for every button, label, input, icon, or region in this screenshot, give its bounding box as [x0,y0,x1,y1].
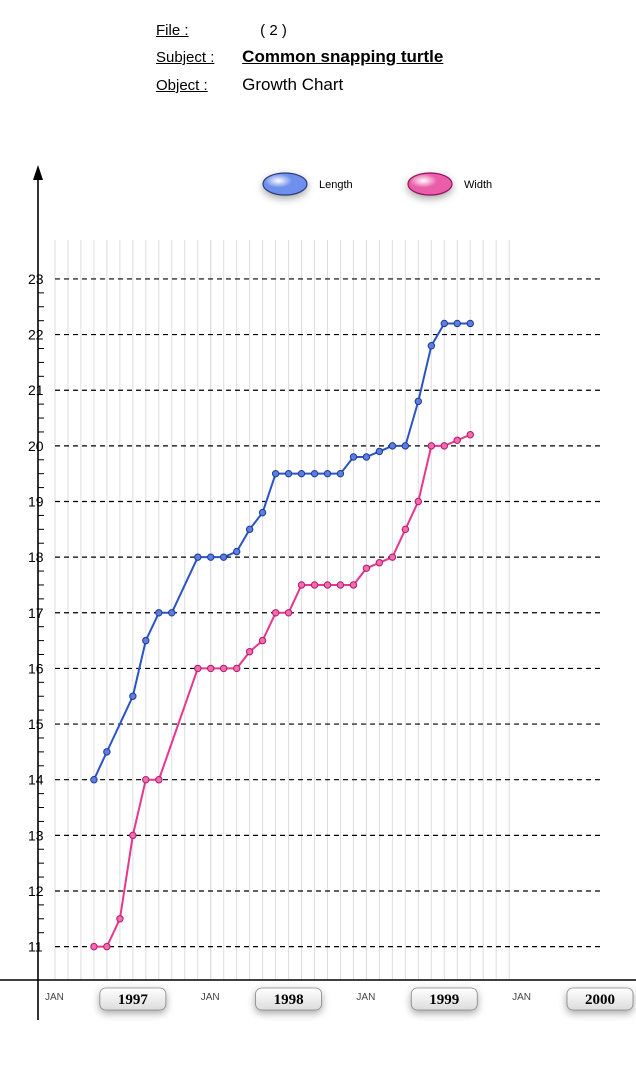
series-point-length [441,320,447,326]
series-point-length [298,470,304,476]
series-point-length [208,554,214,560]
series-point-width [376,560,382,566]
series-point-length [324,470,330,476]
series-point-length [169,610,175,616]
y-tick-label: 20 [28,438,44,454]
y-tick-label: 19 [28,494,44,510]
series-point-width [454,437,460,443]
series-point-width [234,665,240,671]
year-label: 1998 [256,988,322,1010]
series-line-width [94,435,470,947]
svg-text:2000: 2000 [585,992,615,1008]
series-point-length [259,509,265,515]
jan-label: JAN [201,992,220,1003]
svg-text:1997: 1997 [118,992,149,1008]
series-point-length [246,526,252,532]
legend-width-label: Width [464,179,492,191]
series-point-width [143,776,149,782]
y-tick-label: 12 [28,883,44,899]
y-tick-label: 17 [28,605,44,621]
series-point-width [104,943,110,949]
series-point-width [389,554,395,560]
jan-label: JAN [512,992,531,1003]
series-point-width [428,443,434,449]
y-tick-label: 18 [28,549,44,565]
subject-value: Common snapping turtle [242,47,443,66]
series-point-width [298,582,304,588]
series-point-length [195,554,201,560]
svg-text:1998: 1998 [274,992,304,1008]
series-point-length [467,320,473,326]
y-tick-label: 11 [28,939,43,955]
growth-chart: 11 12 13 14 15 16 17 18 19 20 21 22 23 JAN JAN JAN JAN 19… [0,150,636,1070]
subject-label: Subject : [156,49,238,66]
series-point-width [272,610,278,616]
series-point-length [363,454,369,460]
legend-width-icon [408,173,452,195]
series-point-width [415,498,421,504]
year-label: 2000 [567,988,633,1010]
series-point-width [324,582,330,588]
series-point-width [467,432,473,438]
series-point-length [337,470,343,476]
series-point-length [402,443,408,449]
jan-label: JAN [356,992,375,1003]
series-point-width [402,526,408,532]
y-tick-label: 23 [28,271,44,287]
series-point-length [350,454,356,460]
y-tick-label: 15 [28,716,44,732]
series-point-width [156,776,162,782]
series-point-length [389,443,395,449]
y-tick-label: 22 [28,327,44,343]
series-point-width [363,565,369,571]
series-point-length [272,470,278,476]
svg-text:1999: 1999 [429,992,459,1008]
series-point-length [285,470,291,476]
series-point-width [91,943,97,949]
object-value: Growth Chart [242,75,343,94]
year-label: 1997 [100,988,166,1010]
file-value: ( 2 ) [260,22,287,39]
year-label: 1999 [411,988,477,1010]
series-point-width [117,916,123,922]
file-label: File : [156,22,238,39]
series-point-width [195,665,201,671]
series-point-length [104,749,110,755]
series-point-length [91,776,97,782]
series-point-width [130,832,136,838]
series-point-length [311,470,317,476]
y-tick-label: 13 [28,827,44,843]
legend-length-icon [263,173,307,195]
series-point-width [259,637,265,643]
series-point-length [454,320,460,326]
chart-header: File : ( 2 ) Subject : Common snapping t… [0,0,636,95]
series-point-length [234,548,240,554]
series-point-length [376,448,382,454]
chart-svg: 11 12 13 14 15 16 17 18 19 20 21 22 23 JAN JAN JAN JAN 19… [0,150,636,1070]
series-point-width [441,443,447,449]
y-tick-label: 16 [28,660,44,676]
jan-label: JAN [45,992,64,1003]
series-point-width [285,610,291,616]
object-label: Object : [156,77,238,94]
series-line-length [94,323,470,779]
series-point-length [428,343,434,349]
series-point-width [208,665,214,671]
series-point-width [337,582,343,588]
legend-length-label: Length [319,179,353,191]
series-point-width [311,582,317,588]
series-point-width [350,582,356,588]
series-point-length [220,554,226,560]
series-point-length [143,637,149,643]
y-tick-label: 14 [28,772,44,788]
series-point-width [220,665,226,671]
series-point-length [415,398,421,404]
y-tick-label: 21 [28,382,44,398]
series-point-length [130,693,136,699]
series-point-width [246,649,252,655]
series-point-length [156,610,162,616]
